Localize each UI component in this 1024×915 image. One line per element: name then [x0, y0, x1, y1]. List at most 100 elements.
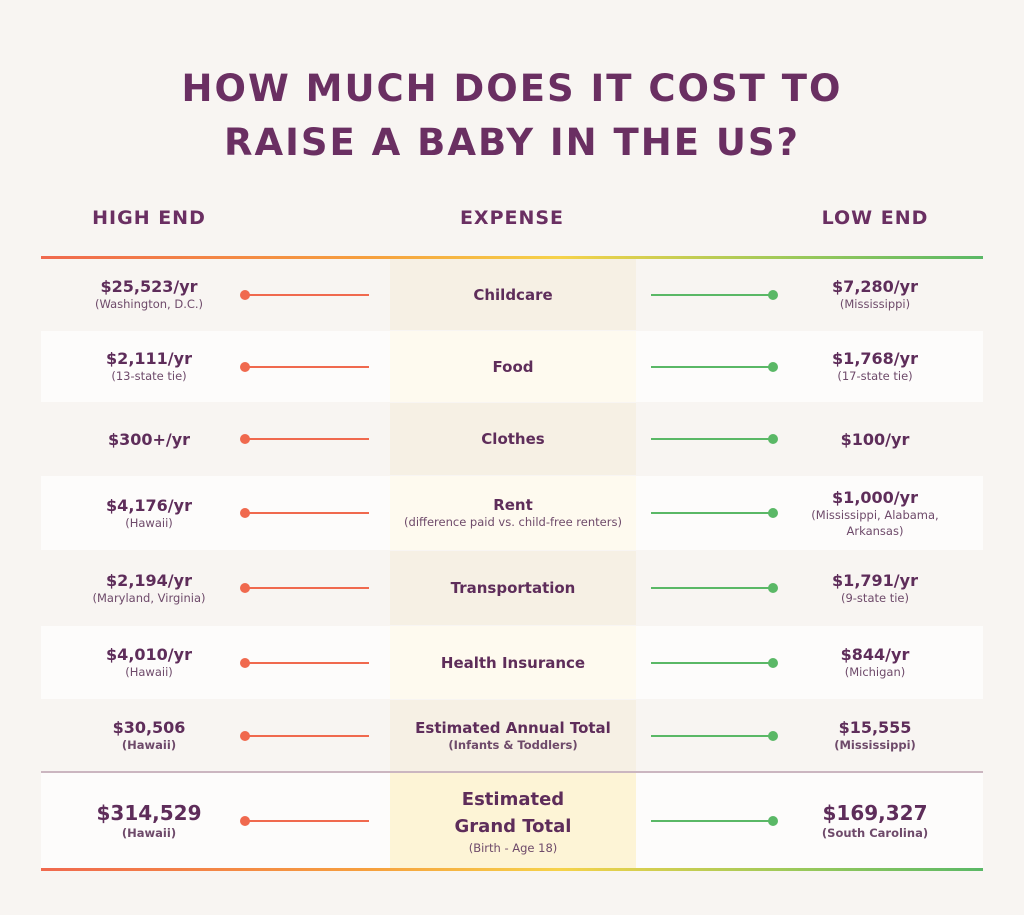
low-value: $1,791/yr — [832, 570, 918, 590]
high-value: $30,506 — [112, 718, 186, 737]
high-note: (Washington, D.C.) — [94, 297, 204, 311]
expense-cell: Transportation — [390, 551, 636, 625]
high-cell: $30,506 (Hawaii) — [29, 700, 269, 771]
expense-row: $30,506 (Hawaii) Estimated Annual Total … — [41, 700, 983, 771]
high-value: $2,194/yr — [106, 570, 192, 590]
high-connector — [245, 512, 369, 514]
low-value: $844/yr — [840, 645, 910, 664]
header-high-end: HIGH END — [92, 207, 206, 229]
low-dot-icon — [768, 816, 778, 826]
high-connector — [245, 438, 369, 440]
high-cell: $25,523/yr (Washington, D.C.) — [29, 259, 269, 330]
top-gradient-divider — [41, 256, 983, 259]
expense-label: Rent — [493, 496, 533, 514]
low-value: $15,555 — [838, 718, 912, 737]
header-low-end: LOW END — [821, 207, 929, 229]
low-note: (Mississippi, Alabama, Arkansas) — [811, 507, 939, 538]
low-value: $100/yr — [840, 429, 910, 449]
low-dot-icon — [768, 657, 778, 668]
low-dot-icon — [768, 434, 778, 444]
expense-row: $25,523/yr (Washington, D.C.) Childcare … — [41, 259, 983, 330]
low-note: (Michigan) — [844, 665, 906, 679]
expense-label-2: Grand Total — [454, 816, 572, 837]
low-dot-icon — [768, 583, 778, 593]
low-dot-icon — [768, 730, 778, 741]
low-connector — [651, 820, 773, 822]
expense-label: Clothes — [481, 430, 545, 448]
title-line-2: RAISE A BABY IN THE US? — [223, 121, 801, 164]
high-cell: $2,111/yr (13-state tie) — [29, 331, 269, 402]
low-dot-icon — [768, 361, 778, 372]
expense-row: $4,176/yr (Hawaii) Rent (difference paid… — [41, 476, 983, 550]
high-connector — [245, 365, 369, 368]
expense-label: Transportation — [450, 579, 576, 597]
low-cell: $1,000/yr (Mississippi, Alabama, Arkansa… — [755, 476, 995, 550]
low-connector — [651, 661, 773, 664]
expense-row: $300+/yr Clothes $100/yr — [41, 403, 983, 475]
expense-cell: Estimated Grand Total (Birth - Age 18) — [390, 773, 636, 869]
expense-row: $2,194/yr (Maryland, Virginia) Transport… — [41, 551, 983, 625]
high-connector — [245, 661, 369, 664]
low-note: (South Carolina) — [821, 826, 929, 840]
low-cell: $7,280/yr (Mississippi) — [755, 259, 995, 330]
expense-cell: Childcare — [390, 259, 636, 330]
low-cell: $1,768/yr (17-state tie) — [755, 331, 995, 402]
page-title: HOW MUCH DOES IT COST TO RAISE A BABY IN… — [0, 62, 1024, 170]
low-connector — [651, 734, 773, 737]
low-cell: $15,555 (Mississippi) — [755, 700, 995, 771]
low-connector — [651, 587, 773, 589]
high-connector — [245, 293, 369, 296]
high-value: $25,523/yr — [100, 277, 198, 296]
expense-cell: Clothes — [390, 403, 636, 475]
high-value: $314,529 — [96, 801, 202, 825]
high-connector — [245, 587, 369, 589]
high-cell: $314,529 (Hawaii) — [29, 773, 269, 869]
header-expense: EXPENSE — [459, 207, 565, 229]
high-note: (Hawaii) — [125, 515, 173, 530]
high-note: (Maryland, Virginia) — [92, 590, 206, 605]
expense-note: (Infants & Toddlers) — [448, 737, 578, 752]
expense-note: (difference paid vs. child-free renters) — [404, 515, 622, 529]
high-value: $300+/yr — [107, 429, 191, 449]
total-separator — [41, 771, 983, 773]
expense-label-1: Estimated — [461, 789, 565, 810]
bottom-gradient-divider — [41, 868, 983, 871]
expense-row: $4,010/yr (Hawaii) Health Insurance $844… — [41, 626, 983, 699]
high-connector — [245, 734, 369, 737]
low-value: $169,327 — [822, 801, 928, 825]
high-cell: $300+/yr — [29, 403, 269, 475]
low-dot-icon — [768, 289, 778, 300]
low-cell: $844/yr (Michigan) — [755, 626, 995, 699]
expense-cell: Health Insurance — [390, 626, 636, 699]
low-connector — [651, 512, 773, 514]
expense-note: (Birth - Age 18) — [468, 841, 558, 855]
low-connector — [651, 293, 773, 296]
expense-label: Food — [492, 357, 534, 376]
low-note: (Mississippi) — [834, 738, 916, 752]
low-note: (Mississippi) — [839, 297, 911, 311]
low-connector — [651, 438, 773, 440]
low-value: $1,000/yr — [832, 487, 918, 507]
high-connector — [245, 820, 369, 822]
expense-cell: Rent (difference paid vs. child-free ren… — [390, 476, 636, 550]
high-cell: $4,010/yr (Hawaii) — [29, 626, 269, 699]
expense-label: Childcare — [473, 285, 553, 304]
title-line-1: HOW MUCH DOES IT COST TO — [181, 67, 843, 110]
high-note: (Hawaii) — [121, 738, 177, 752]
low-note: (17-state tie) — [837, 369, 913, 383]
high-value: $2,111/yr — [106, 349, 192, 368]
expense-cell: Food — [390, 331, 636, 402]
low-connector — [651, 365, 773, 368]
expense-label: Health Insurance — [440, 653, 586, 672]
low-cell: $1,791/yr (9-state tie) — [755, 551, 995, 625]
high-cell: $4,176/yr (Hawaii) — [29, 476, 269, 550]
low-value: $1,768/yr — [832, 349, 918, 368]
low-note: (9-state tie) — [840, 590, 909, 605]
low-cell: $169,327 (South Carolina) — [755, 773, 995, 869]
high-note: (Hawaii) — [125, 665, 173, 679]
low-cell: $100/yr — [755, 403, 995, 475]
low-dot-icon — [768, 508, 778, 518]
high-value: $4,010/yr — [106, 645, 192, 664]
grand-total-row: $314,529 (Hawaii) Estimated Grand Total … — [41, 773, 983, 869]
expense-row: $2,111/yr (13-state tie) Food $1,768/yr … — [41, 331, 983, 402]
